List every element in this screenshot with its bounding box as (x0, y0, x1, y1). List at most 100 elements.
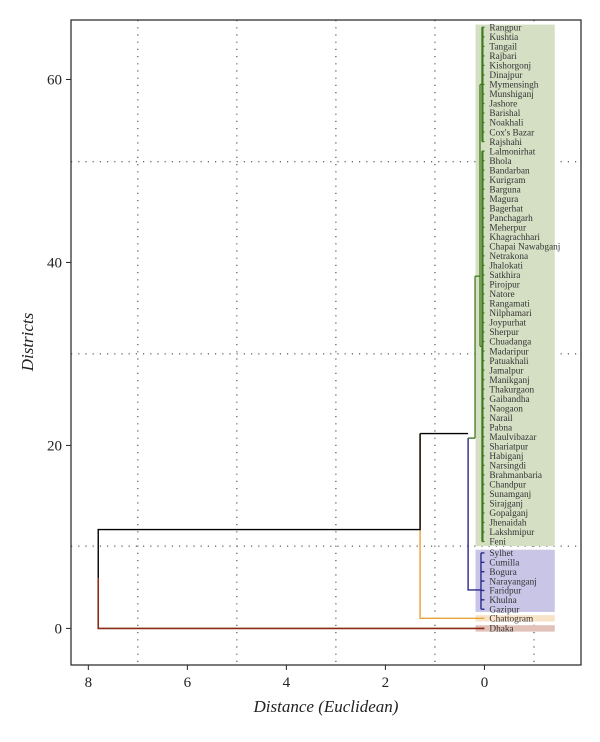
plot-frame (70, 19, 582, 666)
x-tick-label: 2 (382, 675, 390, 691)
leaf-label: Narsingdi (489, 462, 526, 472)
green-inner-merge (481, 207, 484, 266)
x-tick-label: 0 (481, 675, 489, 691)
leaf-label: Feni (489, 538, 506, 548)
leaf-label: Rangpur (489, 24, 522, 34)
leaf-label: Chandpur (489, 481, 527, 491)
leaf-label: Kurigram (489, 176, 526, 186)
leaf-label: Jhalokati (489, 262, 523, 272)
leaf-label: Jamalpur (489, 366, 524, 376)
leaf-label: Barishal (489, 109, 520, 119)
leaf-label: Brahmanbaria (489, 471, 542, 481)
leaf-label: Khagrachhari (489, 233, 540, 243)
leaf-label: Dhaka (489, 625, 513, 635)
leaf-label: Mymensingh (489, 81, 538, 91)
blue-merge-link (467, 438, 479, 591)
leaf-label: Kishorgonj (489, 62, 531, 72)
leaf-label: Pirojpur (489, 281, 520, 291)
green-inner-merge (481, 55, 484, 85)
green-inner-merge (481, 436, 484, 494)
leaf-label: Sherpur (489, 328, 519, 338)
leaf-label: Rajshahi (489, 138, 522, 148)
green-inner-merge (481, 493, 484, 542)
leaf-label: Noakhali (489, 119, 523, 129)
leaf-label: Habiganj (489, 452, 523, 462)
leaf-label: Magura (489, 195, 518, 205)
leaf-label: Pabna (489, 423, 512, 433)
leaf-label: Thakurgaon (489, 385, 534, 395)
leaf-label: Cox's Bazar (489, 128, 535, 138)
leaf-label: Shariatpur (489, 442, 529, 452)
leaf-label: Bagerhat (489, 204, 523, 214)
leaf-label: Naogaon (489, 404, 523, 414)
y-tick-label: 60 (47, 72, 62, 88)
leaf-label: Chapai Nawabganj (489, 243, 560, 253)
green-inner-merge (481, 321, 484, 380)
green-inner-merge (481, 83, 484, 114)
leaf-label: Rajbari (489, 52, 517, 62)
dhaka-root-link (97, 578, 485, 630)
leaf-label: Chuadanga (489, 338, 531, 348)
leaf-label: Manikganj (489, 376, 529, 386)
cluster-bands (475, 24, 555, 632)
leaf-label: Satkhira (489, 271, 520, 281)
green-inner-merge (481, 150, 484, 209)
leaf-label: Tangail (489, 43, 517, 53)
leaf-label: Sunamganj (489, 490, 531, 500)
dendrogram-links (97, 26, 485, 630)
leaf-label: Faridpur (489, 587, 522, 597)
x-tick-label: 8 (85, 675, 93, 691)
leaf-label: Jashore (489, 100, 517, 110)
leaf-label: Jhenaidah (489, 519, 527, 529)
x-tick-label: 6 (184, 675, 192, 691)
leaf-label: Bandarban (489, 166, 530, 176)
y-axis-label: Districts (18, 312, 37, 372)
leaf-label: Lalmonirhat (489, 147, 535, 157)
leaf-label: Sirajganj (489, 500, 523, 510)
cluster-band-orange (475, 615, 555, 622)
leaf-label: Bogura (489, 568, 516, 578)
leaf-label: Narail (489, 414, 513, 424)
leaf-label: Panchagarh (489, 214, 533, 224)
leaf-label: Gaibandha (489, 395, 529, 405)
leaf-label: Natore (489, 290, 514, 300)
leaf-label: Maulvibazar (489, 433, 537, 443)
leaf-label: Madaripur (489, 347, 529, 357)
x-axis-label: Distance (Euclidean) (253, 697, 399, 716)
leaf-label: Gopalganj (489, 509, 528, 519)
leaf-labels: RangpurKushtiaTangailRajbariKishorgonjDi… (489, 24, 560, 635)
leaf-label: Sylhet (489, 549, 513, 559)
leaf-label: Gazipur (489, 605, 520, 615)
leaf-label: Rangamati (489, 300, 530, 310)
leaf-label: Lakshmipur (489, 528, 535, 538)
y-tick-label: 20 (47, 438, 62, 454)
green-inner-merge (481, 112, 484, 142)
leaf-label: Munshiganj (489, 90, 533, 100)
leaf-label: Kushtia (489, 33, 518, 43)
cluster-band-darkred (475, 625, 555, 632)
leaf-label: Nilphamari (489, 309, 532, 319)
leaf-label: Patuakhali (489, 357, 529, 367)
cluster-band-blue (475, 549, 555, 612)
leaf-label: Khulna (489, 596, 516, 606)
cluster-band-green (475, 24, 555, 547)
leaf-label: Chattogram (489, 615, 534, 625)
y-tick-label: 40 (47, 255, 62, 271)
green-inner-merge (481, 26, 484, 56)
leaf-label: Barguna (489, 185, 520, 195)
root-link-upper (97, 433, 421, 579)
leaf-label: Netrakona (489, 252, 528, 262)
leaf-label: Cumilla (489, 559, 519, 569)
leaf-label: Joypurhat (489, 319, 526, 329)
green-inner-merge (481, 264, 484, 323)
leaf-label: Bhola (489, 157, 511, 167)
y-tick-label: 0 (55, 621, 63, 637)
leaf-label: Meherpur (489, 223, 527, 233)
leaf-label: Dinajpur (489, 71, 523, 81)
leaf-label: Narayanganj (489, 577, 537, 587)
x-tick-label: 4 (283, 675, 291, 691)
green-inner-merge (481, 379, 484, 437)
